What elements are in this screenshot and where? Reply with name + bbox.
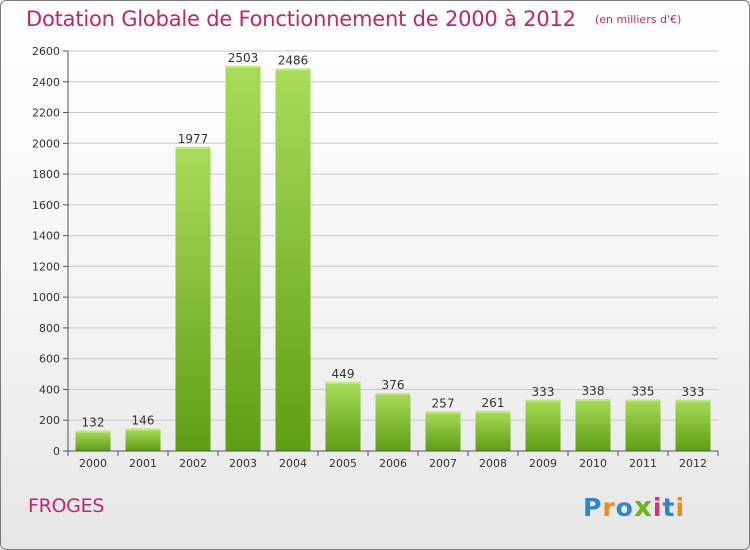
bar: [175, 146, 211, 451]
bar-value-label: 333: [532, 385, 555, 399]
bar-highlight: [175, 146, 211, 149]
labels-layer: 132 146 1977 2503 2486 449 376 257 261 333 338 335 3…: [82, 51, 705, 430]
bar: [75, 430, 111, 451]
bar-highlight: [375, 393, 411, 396]
bar-value-label: 146: [132, 414, 155, 428]
bar-value-label: 335: [632, 384, 655, 398]
axis-layer: 0 200 400 600 800 1000 1200 1400 1600 1800 2000 220…: [32, 45, 719, 470]
bar-highlight: [675, 399, 711, 402]
logo-letter: i: [675, 493, 686, 522]
logo-letter: i: [652, 493, 663, 522]
bar-value-label: 333: [682, 385, 705, 399]
bar-value-label: 338: [582, 384, 605, 398]
chart-title: Dotation Globale de Fonctionnement de 20…: [26, 7, 576, 31]
logo-letter: o: [615, 493, 634, 522]
bar: [675, 399, 711, 451]
x-tick-label: 2006: [379, 457, 407, 470]
y-tick-label: 1600: [32, 199, 60, 212]
x-tick-label: 2001: [129, 457, 157, 470]
x-tick-label: 2010: [579, 457, 607, 470]
x-tick-label: 2002: [179, 457, 207, 470]
bar-highlight: [125, 428, 161, 431]
y-tick-label: 1200: [32, 260, 60, 273]
bar-value-label: 2486: [278, 54, 309, 68]
y-tick-label: 1000: [32, 291, 60, 304]
bar: [475, 410, 511, 451]
logo-letter: P: [583, 493, 603, 522]
proxiti-logo[interactable]: Proxiti: [583, 490, 685, 523]
chart-subtitle: (en milliers d'€): [594, 13, 682, 26]
bars-layer: [75, 65, 711, 452]
x-tick-label: 2009: [529, 457, 557, 470]
bar-highlight: [575, 399, 611, 401]
y-tick-label: 600: [39, 353, 60, 366]
y-tick-label: 2400: [32, 76, 60, 89]
x-tick-label: 2003: [229, 457, 257, 470]
y-tick-label: 0: [53, 445, 60, 458]
x-tick-label: 2011: [629, 457, 657, 470]
logo-letter: r: [602, 493, 616, 522]
y-tick-label: 2600: [32, 45, 60, 58]
bar: [425, 411, 461, 451]
bar-highlight: [425, 411, 461, 414]
y-tick-label: 200: [39, 414, 60, 427]
bar-value-label: 261: [482, 396, 505, 410]
y-tick-label: 400: [39, 383, 60, 396]
bar-highlight: [275, 68, 311, 71]
bar-value-label: 132: [82, 416, 105, 430]
bar: [575, 399, 611, 451]
x-tick-label: 2008: [479, 457, 507, 470]
logo-letter: x: [633, 490, 653, 523]
y-tick-label: 2200: [32, 107, 60, 120]
y-tick-label: 2000: [32, 137, 60, 150]
x-tick-label: 2004: [279, 457, 307, 470]
bar: [125, 428, 161, 451]
bar: [275, 68, 311, 452]
y-tick-label: 1400: [32, 230, 60, 243]
bar-highlight: [525, 399, 561, 402]
title-row: Dotation Globale de Fonctionnement de 20…: [26, 7, 681, 31]
x-tick-label: 2000: [79, 457, 107, 470]
bar-value-label: 449: [332, 367, 355, 381]
bar: [325, 381, 361, 451]
bar: [225, 65, 261, 451]
x-tick-label: 2012: [679, 457, 707, 470]
bar-value-label: 376: [382, 378, 405, 392]
bar-highlight: [625, 399, 661, 402]
bar-highlight: [325, 381, 361, 384]
bar: [525, 399, 561, 451]
bar-value-label: 1977: [178, 132, 209, 146]
y-tick-label: 800: [39, 322, 60, 335]
bar-value-label: 257: [432, 396, 455, 410]
bar-highlight: [225, 65, 261, 68]
bar-highlight: [475, 410, 511, 413]
x-tick-label: 2005: [329, 457, 357, 470]
y-tick-label: 1800: [32, 168, 60, 181]
logo-letter: t: [662, 493, 676, 522]
bar-highlight: [75, 430, 111, 433]
bar: [375, 393, 411, 451]
x-tick-label: 2007: [429, 457, 457, 470]
bar: [625, 399, 661, 451]
commune-name: FROGES: [28, 495, 105, 517]
bar-value-label: 2503: [228, 51, 259, 65]
